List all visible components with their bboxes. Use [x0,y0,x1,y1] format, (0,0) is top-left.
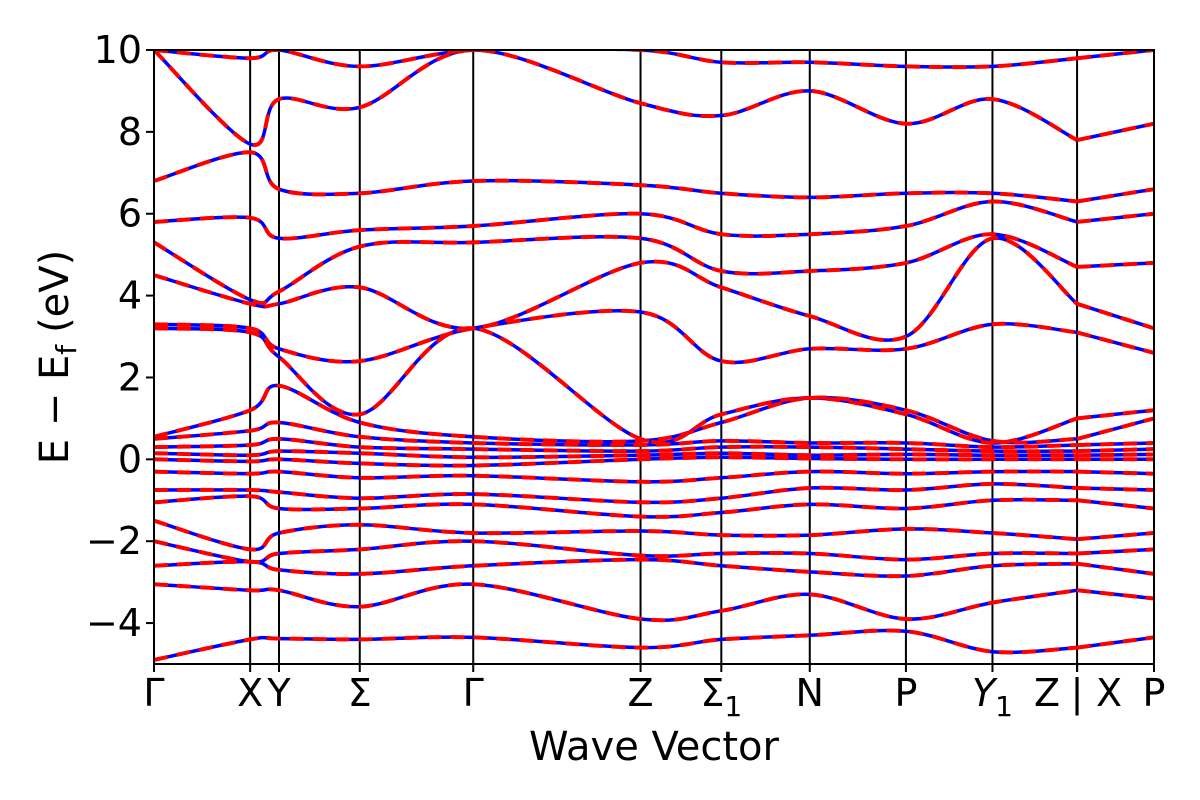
y-tick-label-3: 4 [118,274,142,318]
y-axis-label-main: E − E [32,355,78,465]
model-band-16-seg-1 [1077,260,1154,269]
model-band-4-seg-1 [1076,531,1154,542]
model-band-6-seg-1 [1077,486,1154,492]
x-tick-label-2: Y [266,671,291,715]
y-axis-label: E − Ef (eV) [32,250,83,465]
x-tick-label-main-6: Σ [700,671,724,715]
x-tick-label-main-11: | [1071,671,1084,716]
model-band-15-seg-1 [1076,301,1154,331]
y-tick-label-4: 2 [118,355,142,399]
x-tick-label-main-0: Γ [143,671,164,715]
x-tick-label-sub-6: 1 [724,690,742,723]
model-band-13-seg-0 [154,326,1078,446]
plot-frame [153,49,1155,665]
model-band-17-seg-0 [154,199,1078,241]
model-band-7-seg-1 [1077,469,1154,476]
model-band-2-seg-1 [1076,561,1154,576]
x-tick-label-11: | [1071,671,1084,716]
model-band-1-seg-0 [154,582,1078,623]
reference-band-15-seg-0 [154,236,1079,342]
model-band-18-seg-1 [1076,187,1154,204]
model-band-11-seg-0 [154,420,1078,450]
model-band-0-seg-0 [154,628,1078,662]
model-band-5-seg-1 [1076,498,1154,511]
x-tick-label-main-9: Y [972,671,998,715]
y-tick-label-0: 10 [94,28,142,72]
x-tick-label-7: N [796,671,824,715]
model-band-7-seg-0 [154,469,1078,484]
model-band-12-seg-1 [1076,416,1154,441]
x-axis-label: Wave Vector [529,724,780,770]
model-band-10-seg-1 [1077,447,1154,454]
model-band-1-seg-1 [1076,588,1154,601]
model-band-9-seg-0 [154,449,1078,460]
model-band-18-seg-0 [154,150,1078,204]
x-tick-label-13: P [1143,671,1166,715]
model-band-3-seg-1 [1076,547,1154,556]
x-tick-label-main-12: X [1096,671,1122,715]
reference-band-12-seg-0 [154,383,1078,445]
x-axis-ticks: Γ X Y Σ Γ Z Σ1 N P Y1 Z | X P [143,664,1165,723]
x-tick-label-main-5: Z [628,671,654,715]
x-tick-label-6: Σ1 [700,671,742,723]
y-axis-ticks: 10 8 6 4 2 0 −2 −4 [86,28,154,645]
model-band-2-seg-0 [154,557,1078,579]
x-tick-label-12: X [1096,671,1122,715]
model-band-3-seg-0 [154,539,1078,565]
model-band-15-seg-0 [154,236,1079,343]
x-tick-label-main-13: P [1143,671,1166,715]
y-tick-label-7: −4 [86,601,142,645]
model-band-8-seg-0 [154,455,1078,468]
x-tick-label-5: Z [628,671,654,715]
x-tick-label-3: Σ [348,671,372,715]
model-band-12-seg-0 [154,383,1078,445]
model-band-20-seg-0 [154,50,1078,70]
x-tick-label-sub-9: 1 [995,690,1013,723]
model-band-19-seg-0 [154,50,1079,147]
model-band-10-seg-0 [154,436,1078,454]
y-tick-label-6: −2 [86,519,142,563]
model-band-4-seg-0 [154,518,1078,552]
y-tick-label-1: 8 [118,110,142,154]
x-tick-label-main-10: Z [1034,671,1060,715]
x-tick-label-4: Γ [463,671,484,715]
model-band-9-seg-1 [1077,452,1154,458]
y-tick-label-2: 6 [118,192,142,236]
x-tick-label-main-3: Σ [348,671,372,715]
x-tick-label-10: Z [1034,671,1060,715]
model-band-11-seg-1 [1077,441,1154,447]
model-band-19-seg-1 [1076,121,1154,143]
model-band-0-seg-1 [1076,635,1154,650]
x-tick-label-8: P [894,671,917,715]
x-tick-label-1: X [237,671,263,715]
reference-bands [154,50,1154,662]
x-tick-label-main-1: X [237,671,263,715]
x-tick-label-main-2: Y [266,671,291,715]
x-tick-label-9: Y1 [972,671,1013,723]
model-band-13-seg-1 [1076,408,1154,421]
model-band-14-seg-0 [154,308,1078,365]
x-tick-label-main-4: Γ [463,671,484,715]
x-tick-label-main-8: P [894,671,917,715]
y-tick-label-5: 0 [118,437,142,481]
model-band-6-seg-0 [154,481,1078,505]
x-tick-label-0: Γ [143,671,164,715]
model-band-16-seg-0 [154,232,1078,306]
model-band-17-seg-1 [1076,211,1154,224]
model-bands [154,50,1154,662]
model-band-5-seg-0 [154,494,1078,519]
x-tick-label-main-7: N [796,671,824,715]
reference-band-4-seg-0 [154,519,1078,552]
kpoint-divider-lines [249,50,1079,664]
reference-band-18-seg-0 [154,150,1078,204]
model-band-14-seg-1 [1076,330,1154,355]
y-axis-label-subscript: f [50,344,83,355]
y-axis-label-unit: (eV) [32,250,78,333]
reference-band-17-seg-0 [154,199,1078,241]
